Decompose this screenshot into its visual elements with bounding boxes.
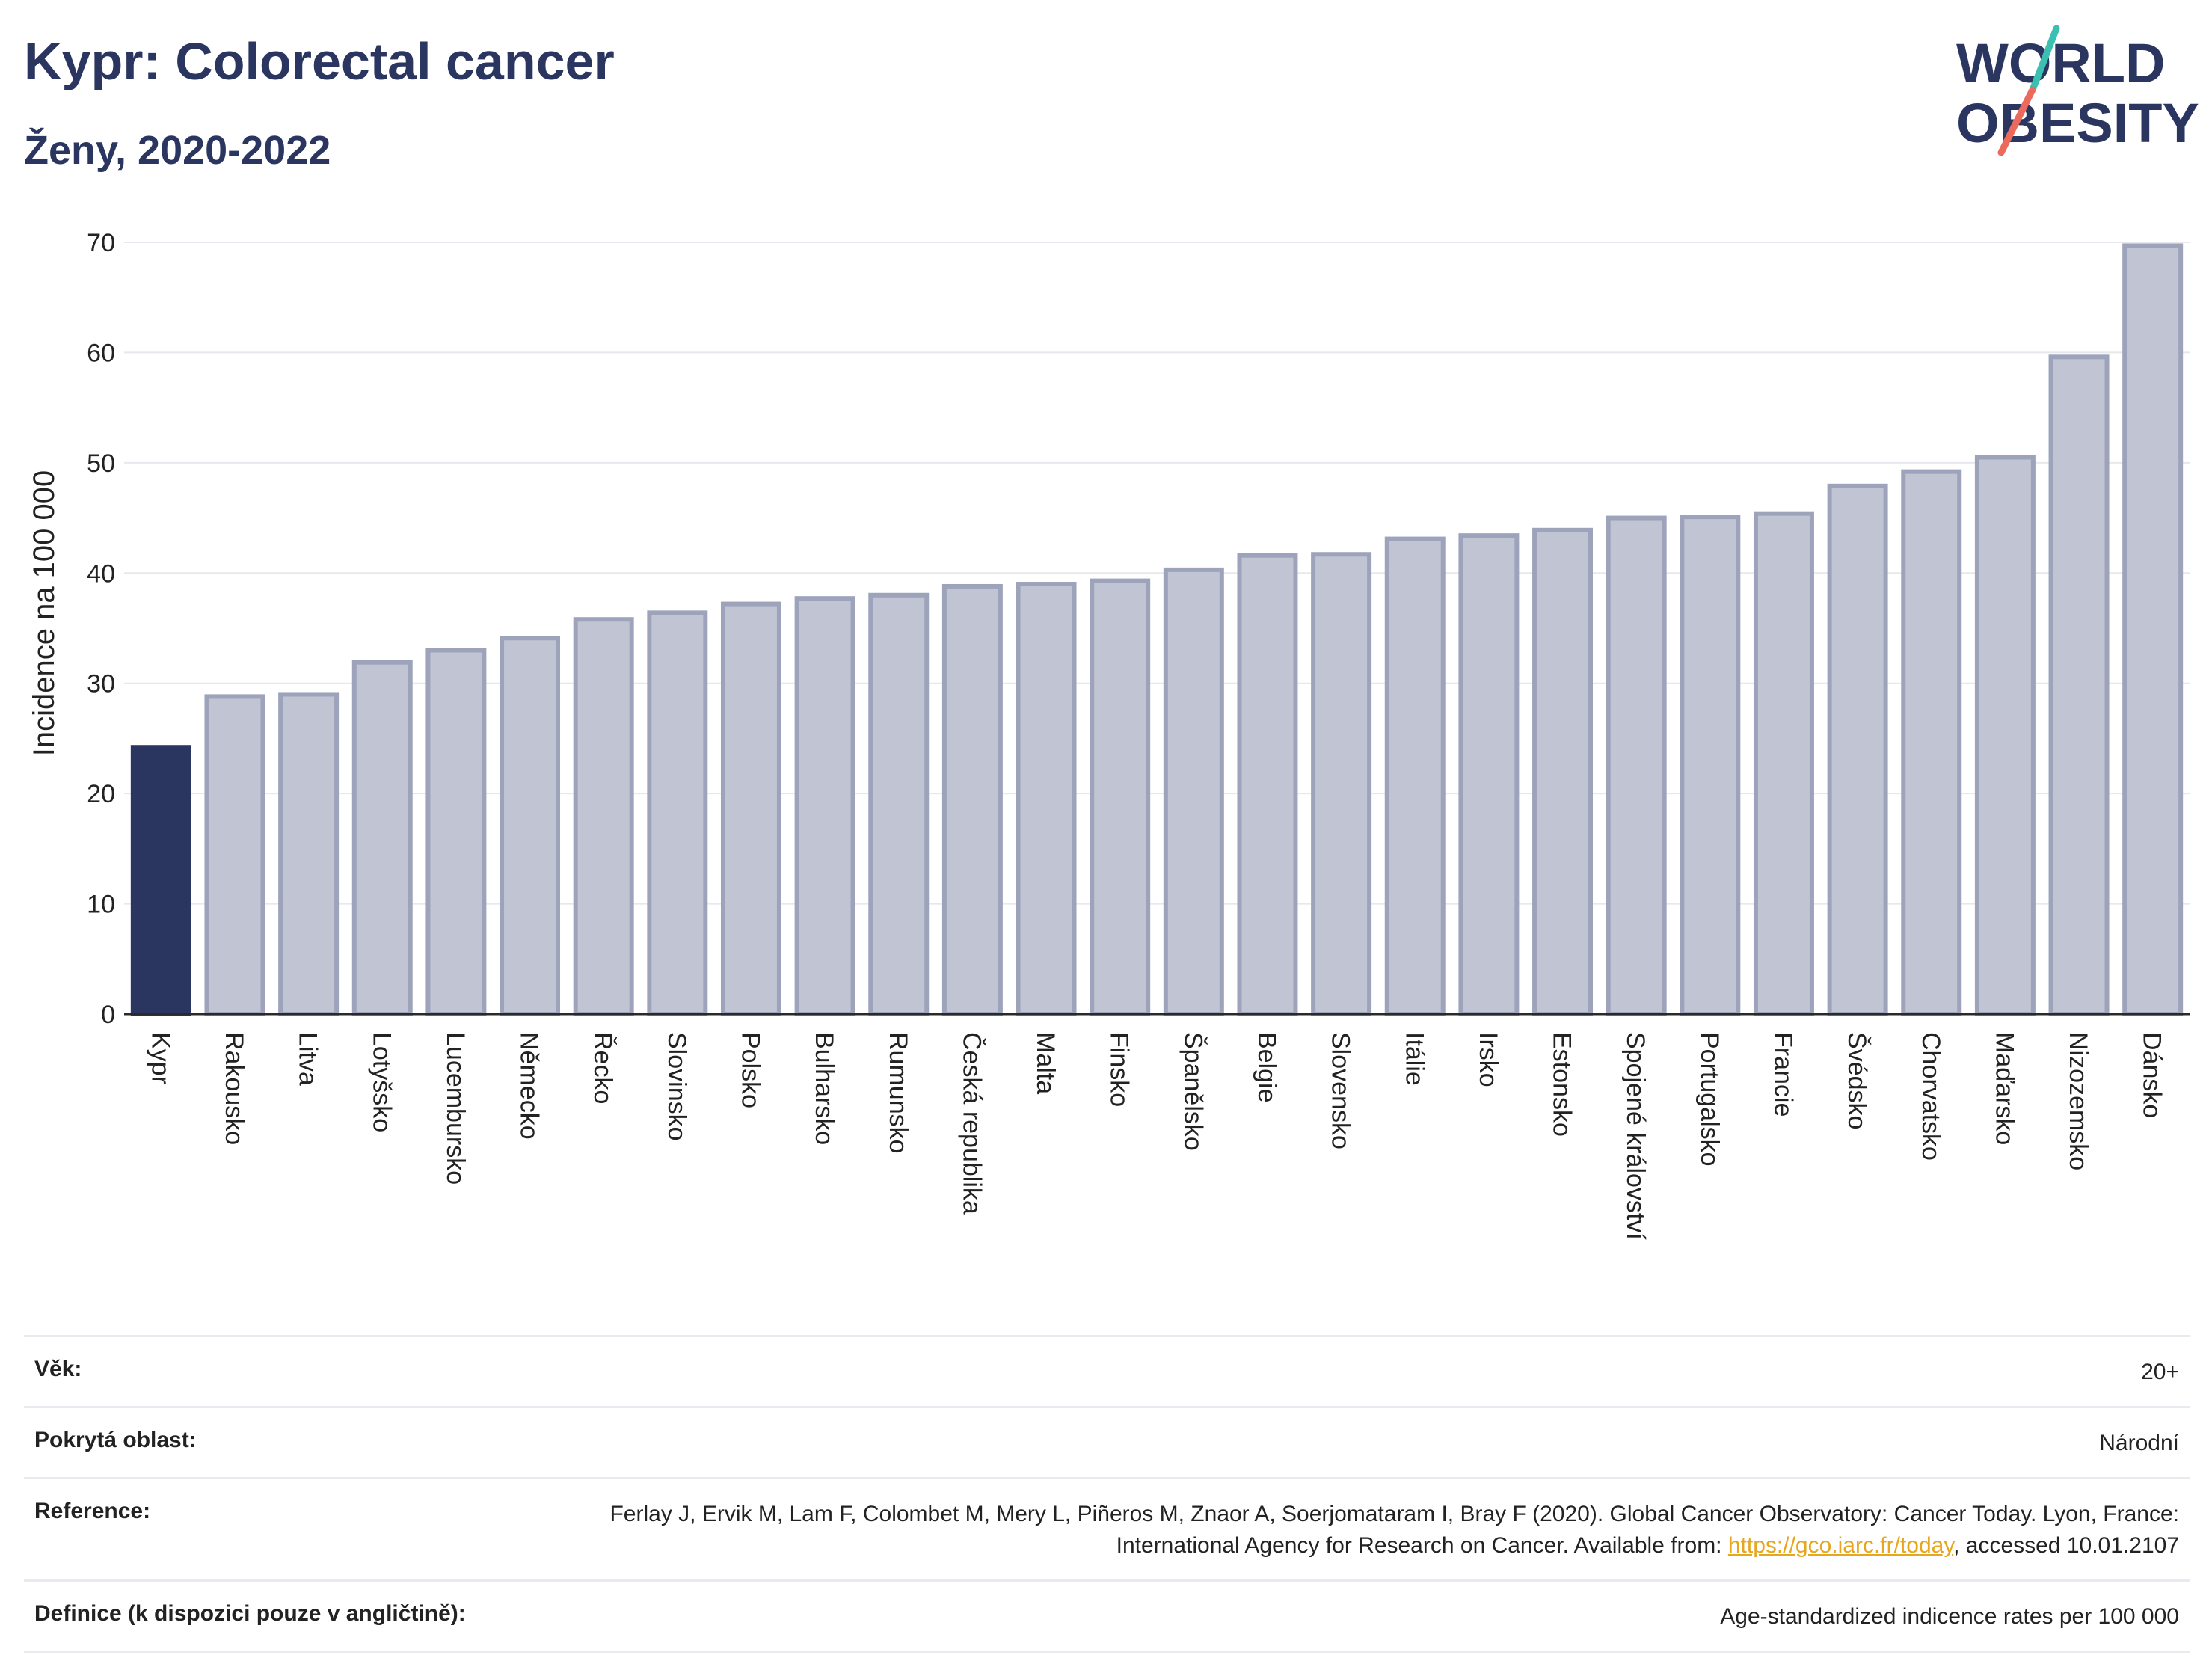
x-tick-svedsko: Švédsko	[1843, 1032, 1871, 1129]
y-tick-50: 50	[87, 449, 115, 478]
bar-bulharsko	[794, 596, 855, 1016]
bar-lotyssko	[351, 660, 413, 1017]
area-value: Národní	[2099, 1431, 2179, 1455]
bar-slovensko	[1311, 552, 1372, 1016]
x-tick-estonsko: Estonsko	[1548, 1032, 1576, 1137]
bar-slovinsko	[647, 610, 708, 1016]
logo-slash-coral	[1997, 86, 2036, 156]
bar-recko	[573, 617, 634, 1016]
x-tick-lucembursko: Lucembursko	[441, 1032, 470, 1185]
x-tick-polsko: Polsko	[736, 1032, 764, 1108]
bar-nizozemsko	[2048, 354, 2110, 1016]
bar-spanelsko	[1163, 567, 1224, 1016]
bar-rakousko	[204, 694, 265, 1016]
logo-line1: WORLD	[1956, 32, 2166, 94]
bars	[130, 243, 2184, 1017]
bar-belgie	[1237, 553, 1298, 1016]
area-label: Pokrytá oblast:	[34, 1428, 197, 1452]
bar-irsko	[1458, 533, 1520, 1016]
logo-line2: OBESITY	[1956, 92, 2199, 154]
age-label: Věk:	[34, 1357, 82, 1381]
x-tick-labels: Kypr Rakousko Litva Lotyšsko Lucembursko Něme…	[146, 1032, 2166, 1240]
bar-lucembursko	[425, 648, 487, 1016]
x-tick-lotyssko: Lotyšsko	[367, 1032, 396, 1132]
x-tick-bulharsko: Bulharsko	[810, 1032, 838, 1145]
bar-madarsko	[1974, 455, 2036, 1016]
x-tick-chorvatsko: Chorvatsko	[1917, 1032, 1945, 1161]
bar-nemecko	[500, 636, 561, 1016]
chart-subtitle: Ženy, 2020-2022	[24, 128, 331, 173]
y-tick-30: 30	[87, 670, 115, 698]
x-tick-nemecko: Německo	[515, 1032, 544, 1140]
y-tick-20: 20	[87, 780, 115, 808]
bar-chart: 0 10 20 30 40 50 60 70 Kypr Rakousko Litva Lotyšsk…	[28, 229, 2190, 1240]
bar-dansko	[2122, 243, 2184, 1016]
reference-accessed: , accessed 10.01.2107	[1953, 1533, 2179, 1558]
bar-spojene-kralovstvi	[1606, 515, 1667, 1016]
world-obesity-logo: WORLD OBESITY	[1956, 25, 2199, 156]
definition-label: Definice (k dispozici pouze v angličtině…	[34, 1601, 466, 1626]
bar-portugalsko	[1680, 515, 1741, 1016]
bar-rumunsko	[868, 592, 930, 1016]
x-tick-madarsko: Maďarsko	[1990, 1032, 2018, 1145]
reference-value: Ferlay J, Ervik M, Lam F, Colombet M, Me…	[609, 1499, 2179, 1562]
bar-svedsko	[1827, 483, 1888, 1016]
y-axis-label: Incidence na 100 000	[28, 470, 61, 757]
x-tick-finsko: Finsko	[1105, 1032, 1134, 1107]
info-row-reference: Reference: Ferlay J, Ervik M, Lam F, Col…	[24, 1477, 2190, 1579]
y-tick-0: 0	[101, 1001, 115, 1029]
x-tick-nizozemsko: Nizozemsko	[2064, 1032, 2092, 1170]
definition-value: Age-standardized indicence rates per 100…	[1720, 1604, 2179, 1629]
x-tick-kypr: Kypr	[146, 1032, 174, 1084]
bar-ceska-republika	[941, 583, 1003, 1016]
x-tick-spanelsko: Španělsko	[1179, 1032, 1207, 1151]
bar-chorvatsko	[1901, 469, 1962, 1016]
x-tick-recko: Řecko	[589, 1032, 617, 1104]
x-tick-italie: Itálie	[1400, 1032, 1428, 1086]
y-tick-70: 70	[87, 229, 115, 257]
x-tick-slovensko: Slovensko	[1327, 1032, 1355, 1149]
y-tick-60: 60	[87, 339, 115, 367]
bar-malta	[1016, 582, 1077, 1016]
x-tick-rumunsko: Rumunsko	[884, 1032, 912, 1154]
x-tick-belgie: Belgie	[1253, 1032, 1281, 1103]
x-tick-spojene-kralovstvi: Spojené království	[1621, 1032, 1650, 1240]
x-tick-portugalsko: Portugalsko	[1695, 1032, 1724, 1167]
x-tick-slovinsko: Slovinsko	[663, 1032, 691, 1141]
logo-slash-teal	[2029, 25, 2060, 93]
x-tick-dansko: Dánsko	[2138, 1032, 2166, 1118]
x-tick-ceska-republika: Česká republika	[957, 1032, 986, 1215]
reference-text: Ferlay J, Ervik M, Lam F, Colombet M, Me…	[609, 1502, 2179, 1558]
info-row-age: Věk: 20+	[24, 1335, 2190, 1406]
y-tick-labels: 0 10 20 30 40 50 60 70	[87, 229, 115, 1029]
bar-francie	[1753, 511, 1814, 1016]
y-tick-10: 10	[87, 891, 115, 919]
x-tick-malta: Malta	[1031, 1032, 1060, 1094]
bar-polsko	[720, 601, 781, 1016]
chart-title: Kypr: Colorectal cancer	[24, 32, 615, 90]
x-tick-litva: Litva	[294, 1032, 322, 1086]
bar-litva	[278, 692, 340, 1016]
y-tick-40: 40	[87, 559, 115, 588]
bar-kypr	[130, 745, 191, 1016]
bar-finsko	[1090, 578, 1151, 1016]
x-tick-francie: Francie	[1769, 1032, 1797, 1117]
info-row-definition: Definice (k dispozici pouze v angličtině…	[24, 1579, 2190, 1653]
info-table: Věk: 20+ Pokrytá oblast: Národní Referen…	[24, 1335, 2190, 1653]
bar-estonsko	[1532, 527, 1594, 1016]
reference-label: Reference:	[34, 1499, 151, 1523]
x-tick-rakousko: Rakousko	[220, 1032, 248, 1145]
reference-link[interactable]: https://gco.iarc.fr/today	[1727, 1533, 1954, 1558]
info-row-area: Pokrytá oblast: Národní	[24, 1406, 2190, 1477]
x-tick-irsko: Irsko	[1474, 1032, 1502, 1087]
bar-italie	[1384, 536, 1446, 1016]
age-value: 20+	[2141, 1360, 2179, 1384]
